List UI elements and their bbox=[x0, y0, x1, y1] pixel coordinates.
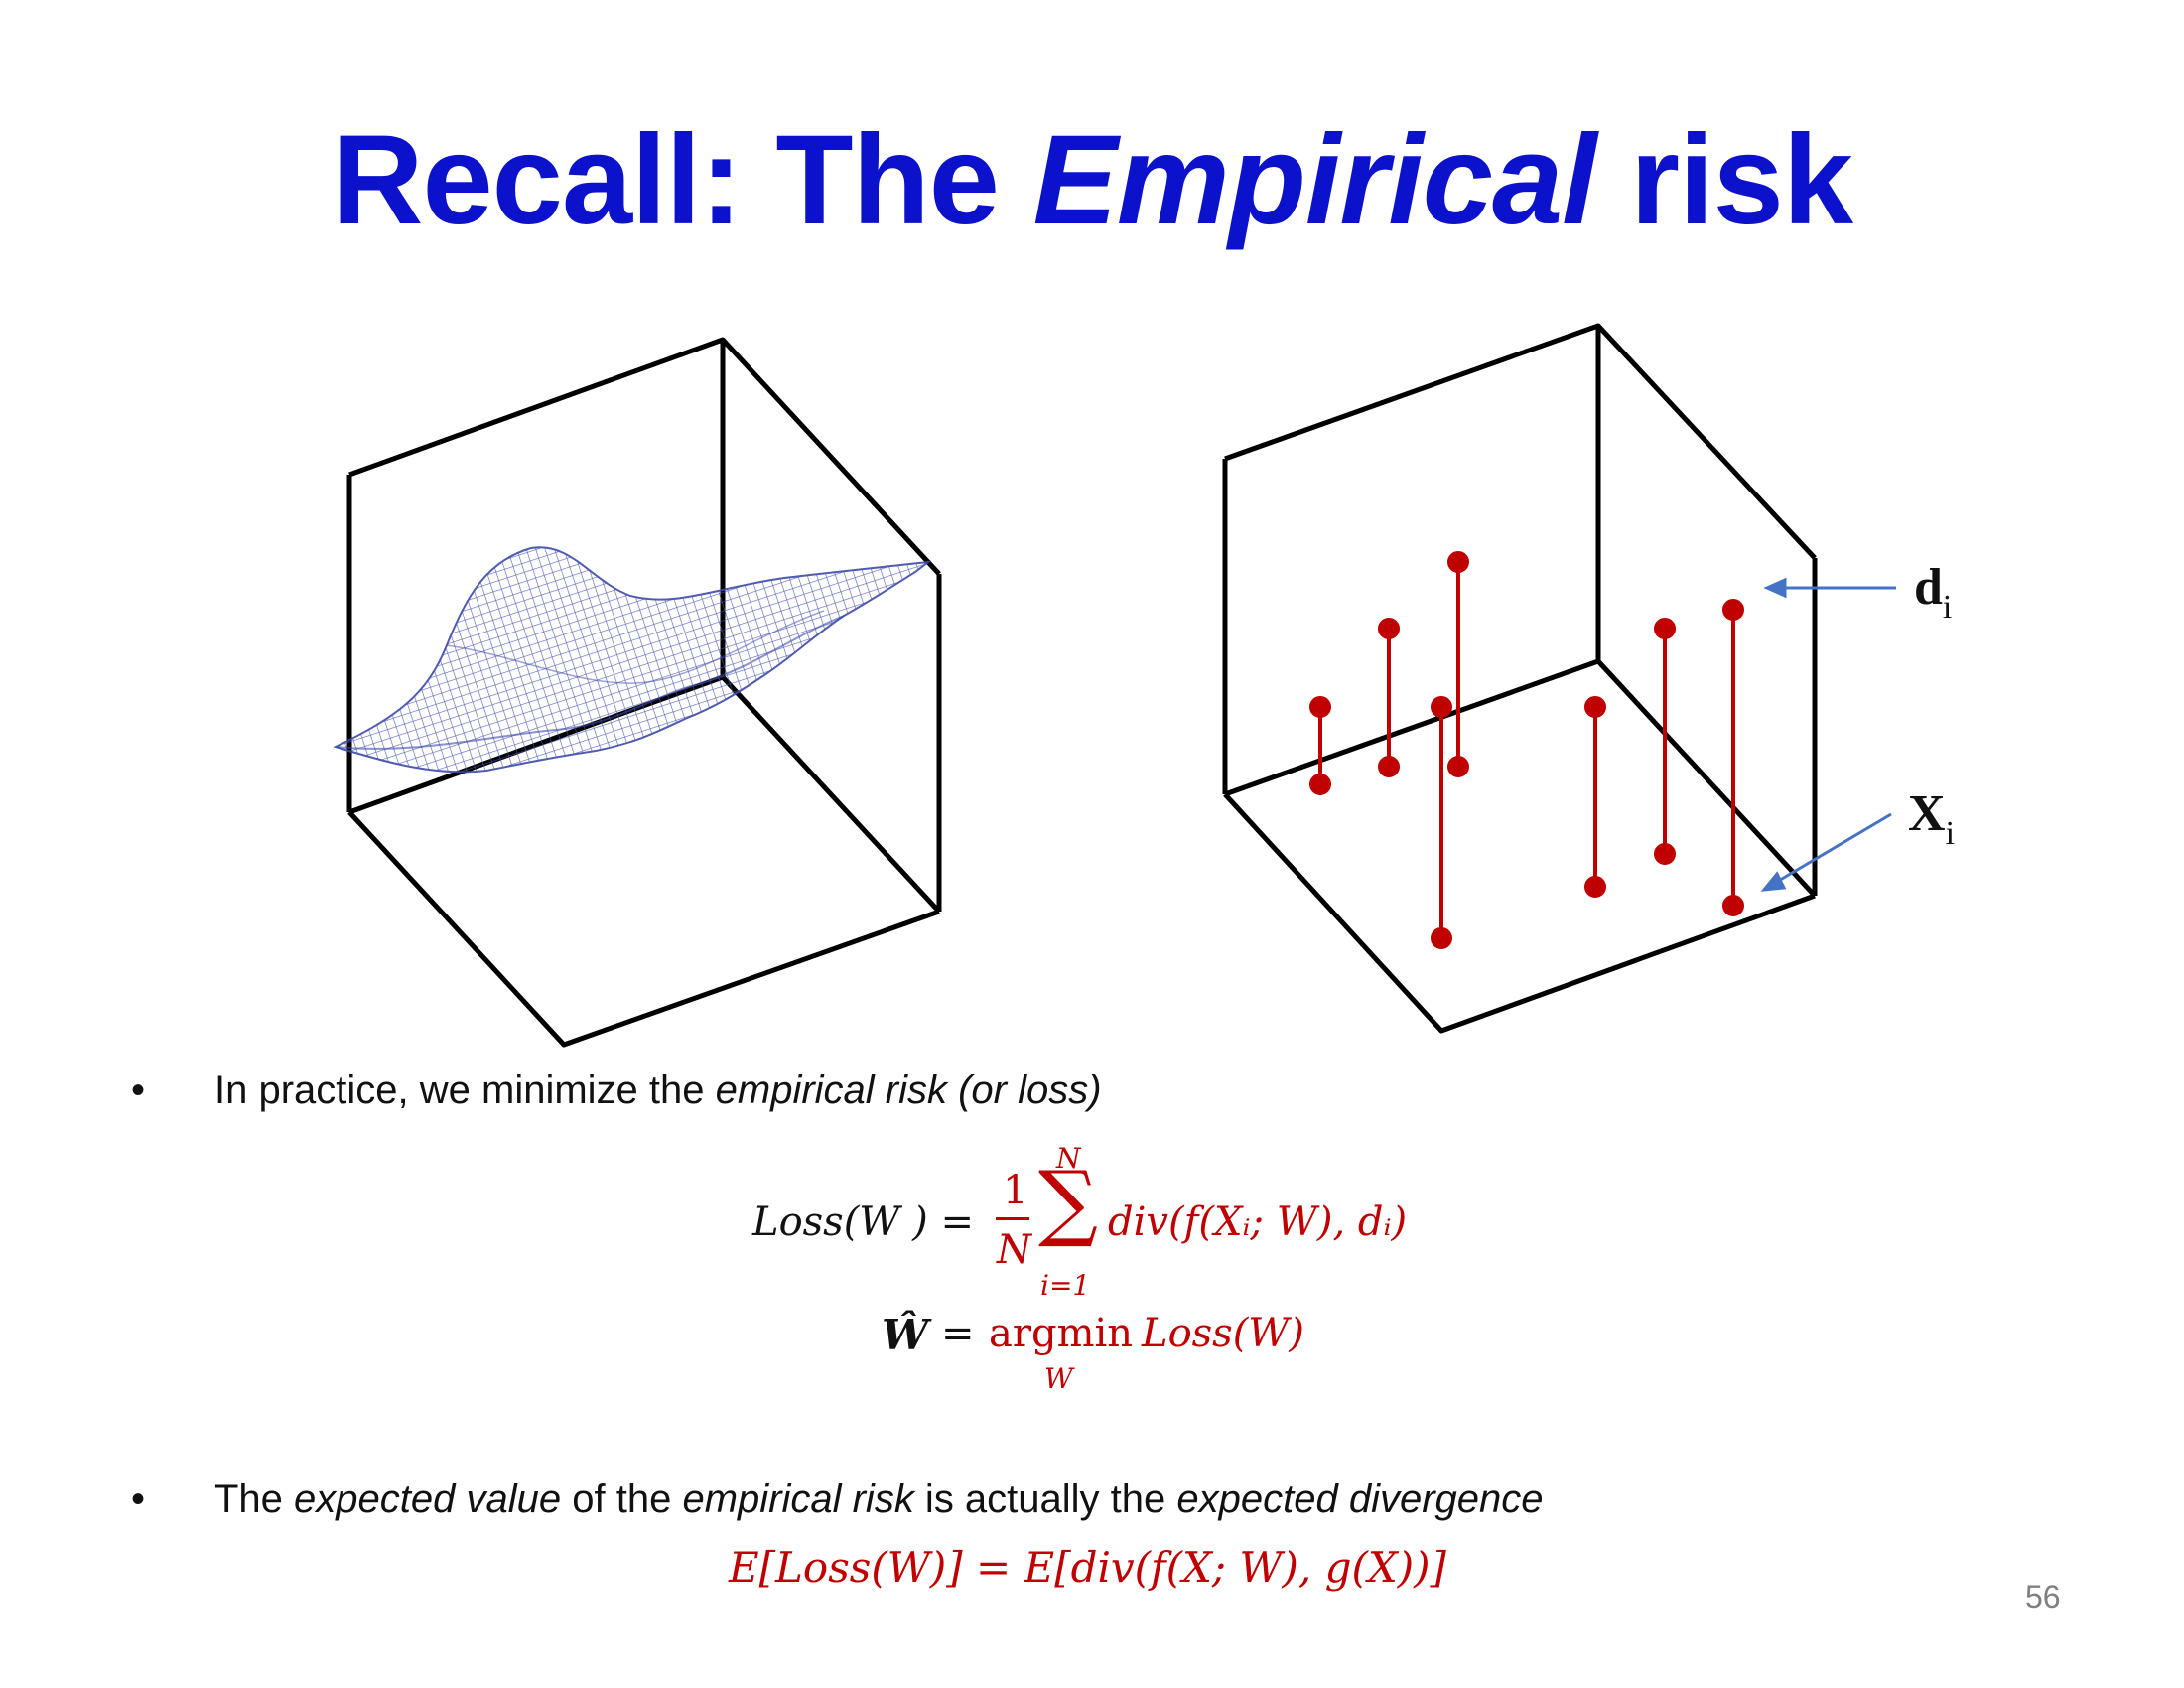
left-cube-floor-front-edges bbox=[347, 810, 940, 1048]
label-d: di bbox=[1914, 559, 1952, 626]
argmin-op: argmin bbox=[989, 1311, 1134, 1356]
sum-symbol: ∑ bbox=[1038, 1153, 1098, 1250]
sample-point bbox=[1654, 618, 1676, 865]
sum-lower: i=1 bbox=[1040, 1269, 1091, 1302]
loss-rhs: div(f(Xᵢ; W), dᵢ) bbox=[1108, 1199, 1408, 1245]
argmin-equals: = bbox=[941, 1311, 975, 1356]
sample-point bbox=[1722, 599, 1744, 916]
frac-numerator: 1 bbox=[1003, 1168, 1028, 1213]
right-cube-top-edges bbox=[1224, 323, 1817, 560]
bullet-2-text: The expected value of the empirical risk… bbox=[214, 1477, 1544, 1521]
frac-bar bbox=[996, 1217, 1029, 1220]
right-cube bbox=[1222, 323, 1818, 1034]
argmin-subscript: W bbox=[1044, 1362, 1073, 1395]
bullet-1-text: In practice, we minimize the empirical r… bbox=[214, 1068, 1102, 1112]
expectation-equation: E[Loss(W)] = E[div(f(X; W), g(X))] bbox=[729, 1543, 1446, 1592]
argmin-rhs: Loss(W) bbox=[1142, 1311, 1305, 1356]
slide-title: Recall: The Empirical risk bbox=[0, 117, 2184, 244]
right-cube-floor-front-edges bbox=[1223, 792, 1816, 1034]
title-emph: Empirical bbox=[1032, 109, 1596, 251]
page-number: 56 bbox=[2025, 1579, 2061, 1615]
left-cube-top-edges bbox=[348, 337, 941, 576]
w-hat: Ŵ bbox=[882, 1311, 929, 1359]
loss-surface-mesh bbox=[333, 546, 932, 774]
sum-upper: N bbox=[1056, 1142, 1081, 1175]
arrow-x bbox=[1776, 812, 1892, 884]
sample-point bbox=[1378, 618, 1400, 777]
sample-point bbox=[1447, 551, 1469, 777]
annotation-arrows bbox=[1760, 577, 1896, 892]
frac-denominator: N bbox=[997, 1227, 1031, 1273]
right-cube-floor-back-edges bbox=[1224, 658, 1817, 898]
title-part1: Recall: The bbox=[332, 109, 1033, 251]
title-part2: risk bbox=[1595, 109, 1853, 251]
arrow-x-head bbox=[1760, 871, 1787, 892]
sample-point bbox=[1431, 696, 1452, 949]
loss-lhs: Loss(W ) = bbox=[752, 1199, 974, 1245]
label-x: Xi bbox=[1908, 785, 1955, 852]
samples bbox=[1309, 551, 1744, 949]
bullet-dot: • bbox=[131, 1068, 146, 1112]
sample-point bbox=[1309, 696, 1331, 795]
bullet-dot: • bbox=[131, 1477, 146, 1521]
arrow-d-head bbox=[1763, 577, 1787, 599]
sample-point bbox=[1584, 696, 1606, 898]
